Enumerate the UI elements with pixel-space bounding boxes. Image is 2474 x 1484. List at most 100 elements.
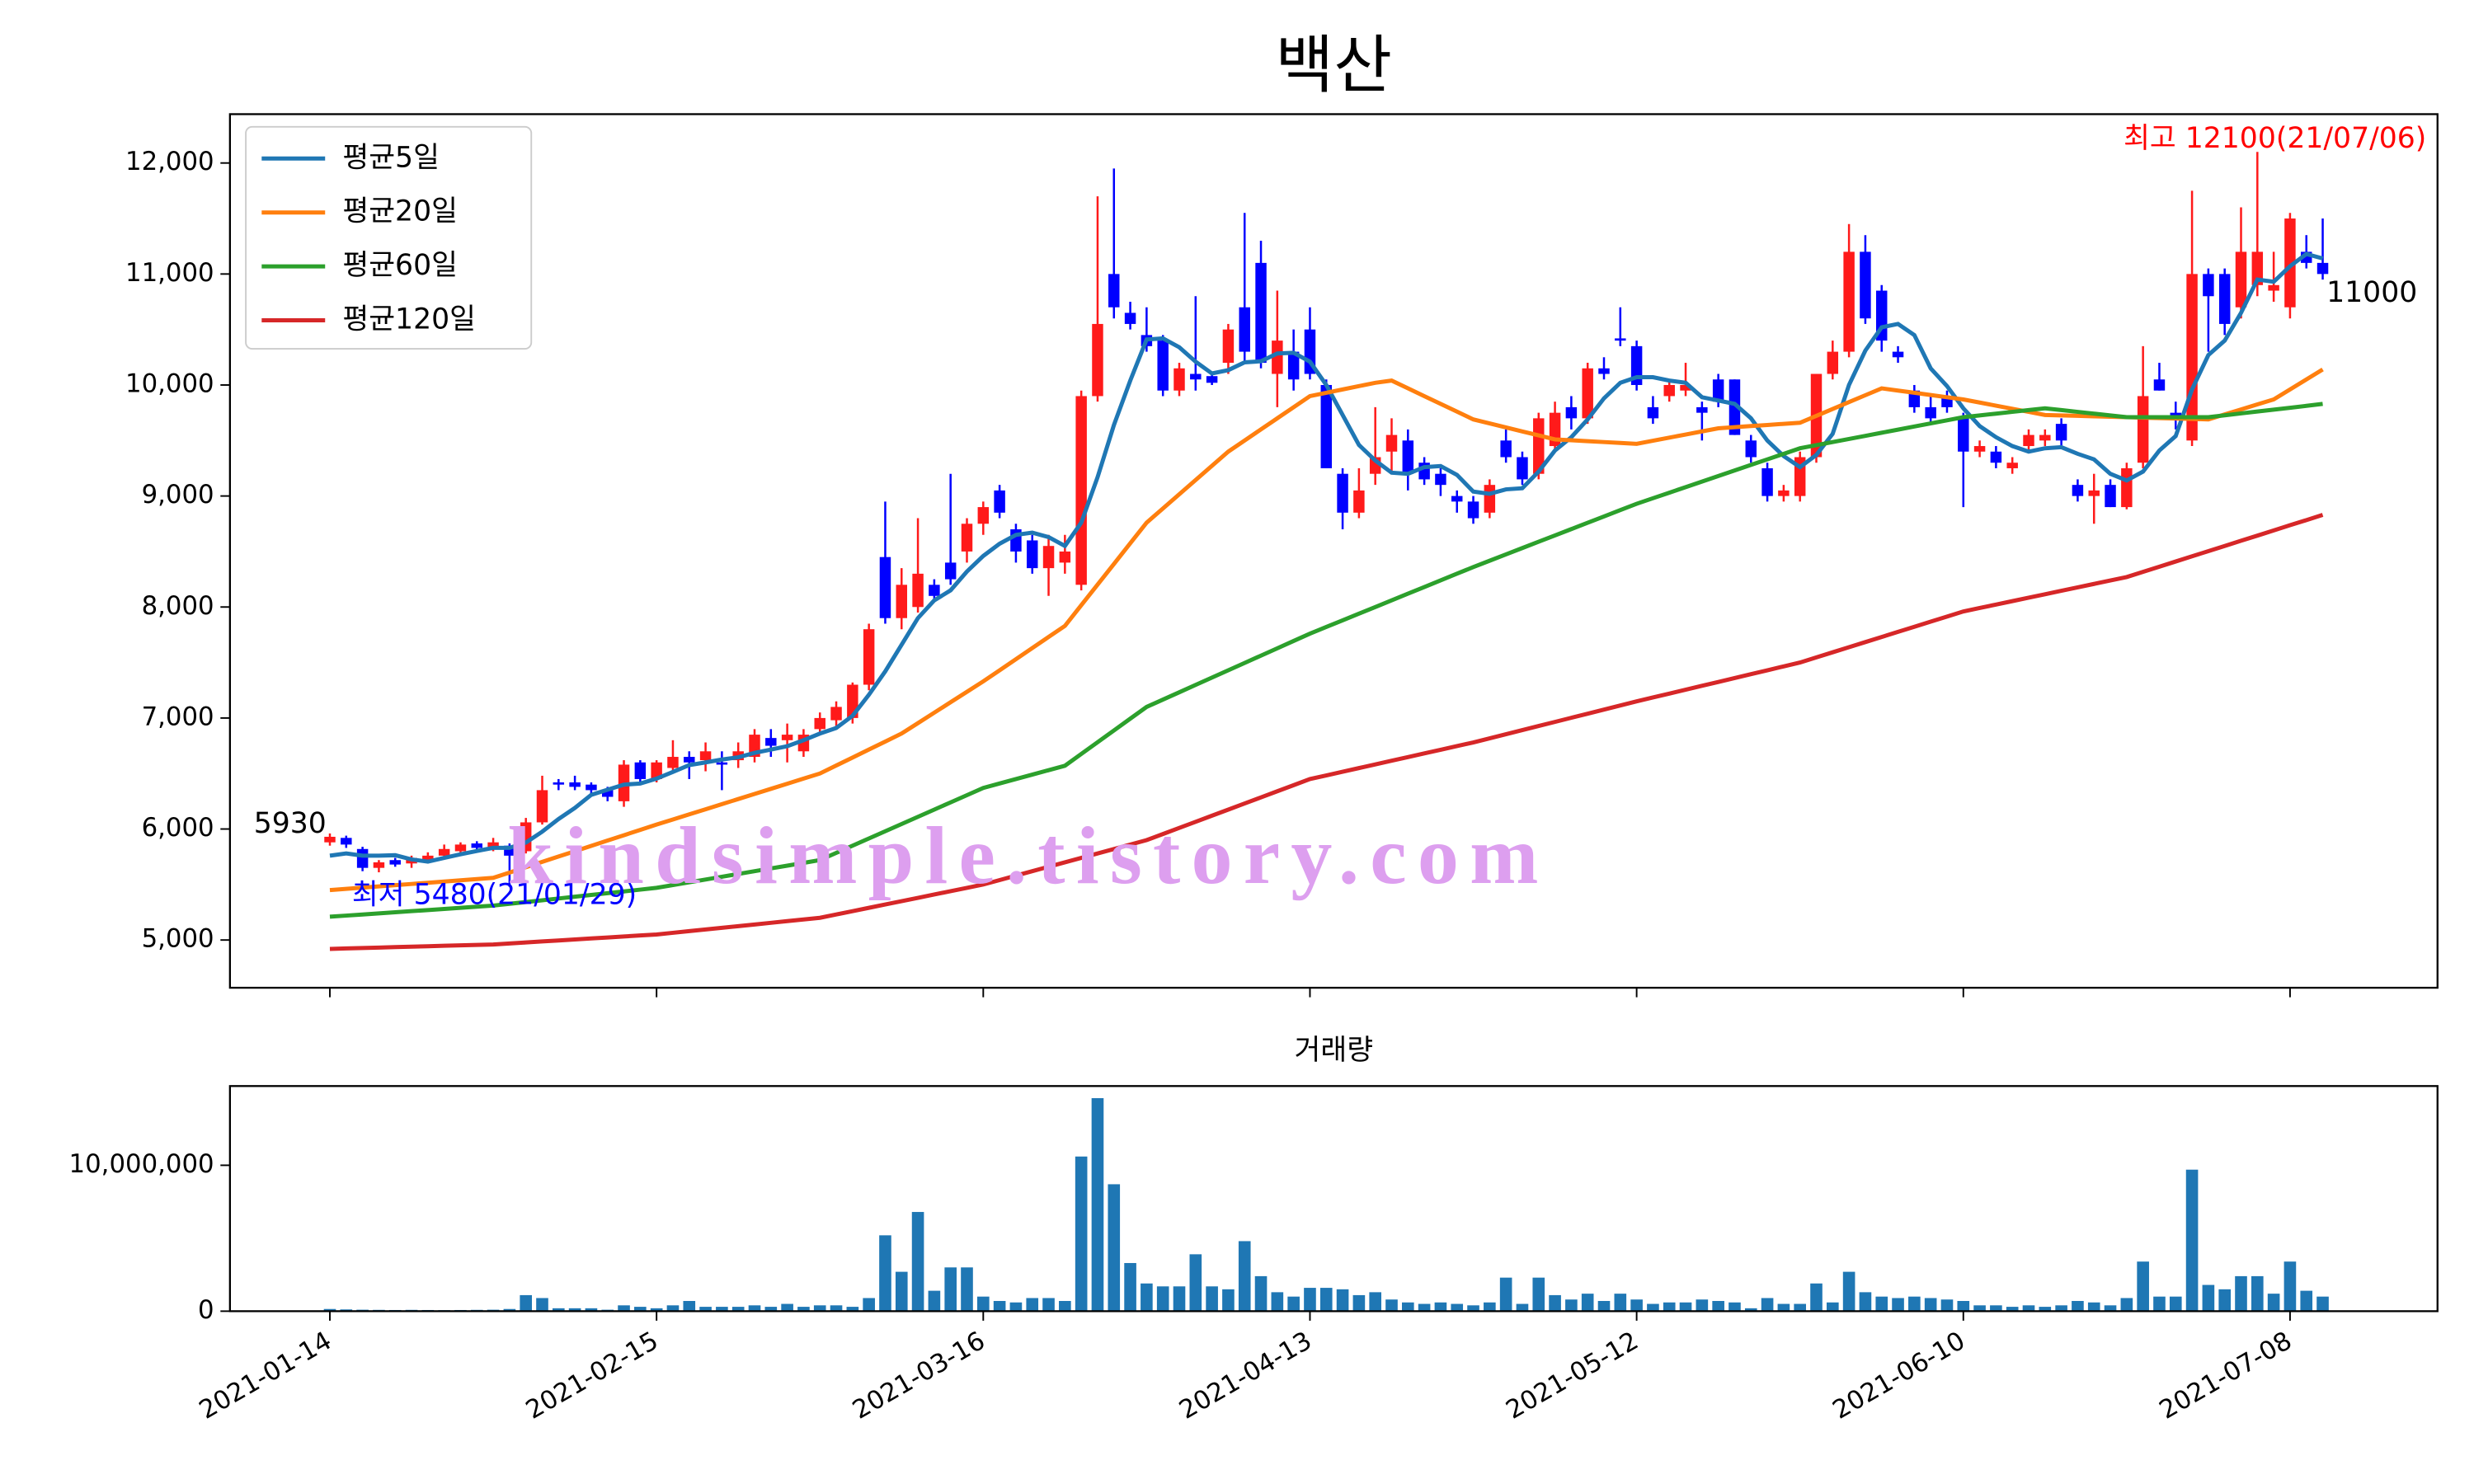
candle-body [2039, 434, 2051, 441]
volume-bar [650, 1308, 663, 1312]
candle-body [2218, 274, 2231, 324]
volume-bar [1647, 1303, 1659, 1312]
candle-body [2268, 284, 2279, 291]
volume-bar [1385, 1299, 1398, 1312]
volume-bar [928, 1290, 941, 1312]
candle-body [1729, 379, 1741, 435]
candle-body [1958, 418, 1969, 452]
volume-bar [2055, 1305, 2067, 1312]
volume-bar [1059, 1300, 1071, 1312]
volume-bar [2137, 1261, 2149, 1312]
candle-body [1843, 251, 1855, 352]
volume-bar [1696, 1299, 1709, 1312]
volume-bar [2284, 1261, 2297, 1312]
candle-body [716, 762, 728, 765]
candle-body [912, 573, 924, 608]
volume-bar [2316, 1296, 2329, 1312]
volume-bar [553, 1308, 565, 1312]
volume-bar [1892, 1298, 1904, 1312]
volume-bar [716, 1307, 728, 1312]
volume-bar [863, 1298, 875, 1312]
volume-bar [1108, 1184, 1121, 1312]
volume-bar [1434, 1302, 1447, 1312]
candle-body [879, 556, 891, 618]
volume-bar [1516, 1303, 1529, 1312]
candle-body [1124, 312, 1136, 324]
volume-bar [666, 1305, 680, 1312]
candle-body [2006, 463, 2018, 468]
volume-bar [813, 1305, 826, 1312]
volume-bar [585, 1308, 598, 1312]
candle-body [471, 843, 482, 848]
candle-body [2137, 396, 2149, 463]
candle-body [1484, 485, 1496, 513]
candle-body [651, 762, 662, 779]
volume-bar [1009, 1302, 1023, 1312]
volume-bar [846, 1307, 859, 1312]
candle-body [814, 717, 825, 730]
volume-bar [520, 1294, 532, 1312]
candle-body [977, 507, 990, 524]
legend-label: 평균120일 [342, 303, 476, 336]
candle-body [1222, 329, 1235, 364]
volume-bar [2087, 1302, 2100, 1312]
candle-body [1027, 540, 1038, 569]
legend-label: 평균20일 [342, 195, 458, 228]
candle-body [1435, 473, 1446, 486]
volume-bar [1075, 1156, 1088, 1312]
volume-bar [1451, 1303, 1464, 1312]
volume-bar [797, 1307, 810, 1312]
volume-bar [1614, 1294, 1627, 1312]
volume-bar [1271, 1292, 1284, 1312]
candle-body [324, 836, 336, 843]
volume-bar [1173, 1286, 1186, 1312]
candle-body [586, 784, 597, 791]
volume-bar [1319, 1288, 1333, 1312]
volume-bar [1532, 1277, 1545, 1312]
candle-body [341, 838, 352, 845]
candle-body [1892, 351, 1904, 358]
volume-bar [1336, 1289, 1349, 1312]
candle-body [1680, 384, 1691, 391]
volume-bar [2072, 1300, 2084, 1312]
ma-line [329, 251, 2324, 864]
candle-body [1712, 379, 1724, 402]
candle-body [1075, 396, 1087, 585]
y-tick-label: 12,000 [125, 147, 214, 176]
ma-line [329, 513, 2324, 951]
volume-bar [781, 1303, 793, 1312]
volume-bar [2169, 1296, 2182, 1312]
candle-body [1287, 351, 1300, 380]
volume-bar [1859, 1292, 1872, 1312]
volume-bar [1679, 1302, 1692, 1312]
annotation: 11000 [2326, 276, 2417, 309]
candle-body [2203, 274, 2214, 297]
volume-bar [1712, 1300, 1724, 1312]
volume-bar [1091, 1097, 1104, 1312]
candle-body [1402, 440, 1414, 474]
volume-bar [1189, 1254, 1202, 1312]
volume-bar [1875, 1296, 1888, 1312]
candle-body [1990, 451, 2002, 463]
annotation: 최고 12100(21/07/06) [2124, 122, 2426, 155]
volume-bar [323, 1308, 336, 1312]
candle-body [994, 490, 1005, 513]
candle-body [2088, 490, 2100, 496]
candle-body [356, 848, 369, 868]
candle-body [389, 860, 401, 865]
candle-body [1320, 384, 1332, 468]
ma-line [329, 402, 2323, 919]
volume-bar [1206, 1286, 1218, 1312]
candle-body [1647, 406, 1659, 419]
candle-body [1272, 340, 1283, 374]
candle-body [1565, 406, 1578, 419]
volume-bar [1810, 1283, 1823, 1312]
y-tick-label: 5,000 [142, 924, 214, 954]
volume-bar [1842, 1271, 1856, 1312]
volume-bar [1026, 1298, 1039, 1312]
candle-body [1973, 446, 1986, 452]
candle-body [569, 782, 581, 787]
volume-bar [944, 1267, 957, 1312]
volume-bar [2251, 1275, 2264, 1312]
volume-bar [911, 1212, 924, 1312]
